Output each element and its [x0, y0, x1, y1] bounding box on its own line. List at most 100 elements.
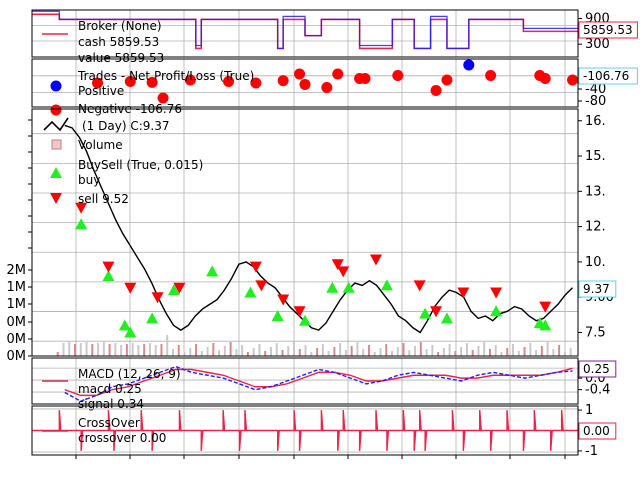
volume-bar [91, 344, 94, 356]
volume-bar [477, 346, 480, 356]
volume-bar [137, 345, 140, 356]
volume-bar [177, 345, 180, 356]
volume-bar [523, 347, 526, 356]
volume-bar [494, 345, 497, 356]
negative-trade-point [332, 68, 344, 80]
volume-bar [264, 351, 267, 356]
volume-bar [189, 348, 192, 356]
volume-bar [310, 352, 313, 356]
volume-bar [333, 347, 336, 356]
sell-marker [413, 280, 426, 292]
volume-bar [114, 343, 117, 356]
crossover-line [32, 410, 578, 451]
legend-macd: macd 0.25 [78, 382, 142, 396]
volume-bar [131, 343, 134, 356]
close-price-line [64, 124, 574, 334]
sell-marker [249, 261, 262, 273]
volume-bar [350, 346, 353, 356]
sell-marker [331, 259, 344, 271]
y-tick-label: 12. [585, 220, 606, 235]
volume-bar [316, 348, 319, 356]
volume-tick-label: 0M [7, 349, 27, 364]
volume-bar [85, 342, 88, 356]
volume-bar [56, 352, 59, 356]
value-tag-box [578, 422, 617, 440]
value-tag-box [578, 21, 638, 39]
volume-bar [200, 351, 203, 356]
volume-bar [402, 343, 405, 356]
negative-trade-point [250, 77, 262, 89]
volume-bar [246, 352, 249, 356]
y-tick-label: 7.5 [585, 325, 606, 340]
value-tag-label: -106.76 [583, 69, 629, 83]
volume-bar [471, 350, 474, 356]
volume-bar [396, 347, 399, 356]
volume-bar [367, 345, 370, 356]
volume-bar [488, 349, 491, 356]
buy-marker [102, 270, 115, 282]
volume-bar [79, 343, 82, 356]
volume-bar [344, 350, 347, 356]
negative-trade-point [392, 70, 404, 81]
volume-bar [171, 349, 174, 356]
volume-bar [546, 342, 549, 356]
legend-positive-marker [50, 80, 62, 92]
legend-volume-swatch [51, 139, 62, 150]
negative-trade-point [485, 70, 497, 81]
volume-bar [62, 343, 65, 356]
volume-bar [517, 351, 520, 356]
value-tag-box [578, 67, 638, 85]
panel-frame [31, 9, 579, 58]
volume-bar [212, 343, 215, 356]
volume-bar [465, 343, 468, 356]
legend-macd-title: MACD (12, 26, 9) [78, 367, 181, 381]
legend-crossover: crossover 0.00 [78, 431, 166, 445]
volume-bar [454, 351, 457, 356]
volume-bar [166, 335, 169, 356]
sell-marker [293, 306, 306, 318]
volume-bar [223, 346, 226, 356]
legend-sell-marker [50, 193, 62, 204]
legend-broker: Broker (None) [78, 19, 162, 33]
volume-bar [97, 343, 100, 356]
y-tick-label: 300 [585, 37, 610, 52]
volume-tick-label: 0M [7, 315, 27, 330]
buy-marker [244, 286, 257, 298]
negative-trade-point [430, 85, 442, 96]
volume-bar [120, 345, 123, 356]
sell-marker [151, 292, 164, 304]
buy-marker [490, 305, 503, 317]
legend-buy-marker [50, 167, 62, 178]
volume-bar [269, 347, 272, 356]
volume-bar [258, 344, 261, 356]
volume-bar [183, 352, 186, 356]
legend-buy: buy [78, 173, 100, 187]
sell-marker [457, 287, 470, 299]
volume-bar [437, 352, 440, 356]
signal-line [64, 367, 573, 397]
legend-value: value 5859.53 [78, 51, 164, 65]
y-tick-label: -0.4 [585, 383, 610, 398]
positive-trade-point [463, 59, 475, 71]
y-tick-label: -1 [585, 444, 598, 459]
volume-bar [529, 343, 532, 356]
volume-bar [563, 352, 566, 356]
volume-tick-label: 1M [7, 280, 27, 295]
volume-bar [558, 345, 561, 356]
sell-marker [490, 287, 503, 299]
buy-marker [146, 312, 159, 324]
volume-bar [356, 342, 359, 356]
legend-negative-marker [50, 104, 62, 116]
volume-tick-label: 1M [7, 297, 27, 312]
volume-bar [362, 349, 365, 356]
volume-bar [390, 351, 393, 356]
value-tag-label: 0.25 [583, 362, 610, 376]
volume-tick-label: 0M [7, 332, 27, 347]
legend-cash: cash 5859.53 [78, 35, 159, 49]
volume-bar [218, 350, 221, 356]
sell-marker [173, 282, 186, 294]
volume-bar [408, 350, 411, 356]
